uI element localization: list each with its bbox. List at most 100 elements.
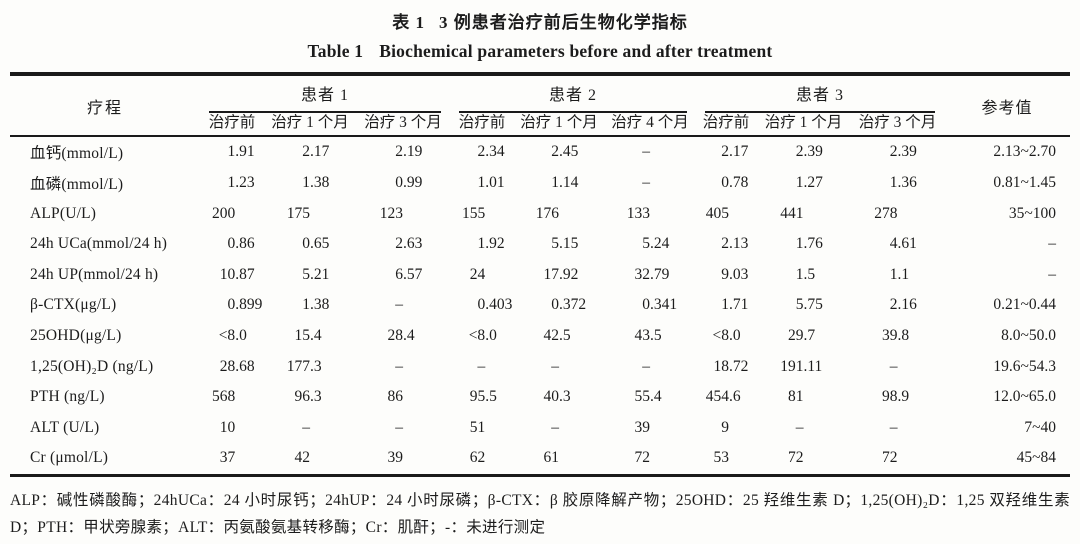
value-cell: 17.92: [514, 260, 604, 291]
value-fraction-part: .03: [729, 265, 749, 283]
value-cell: 2.13: [696, 229, 756, 260]
value-fraction-part: .13: [729, 235, 749, 253]
value-cell: 123: [356, 198, 450, 229]
value-cell: 454.6: [696, 382, 756, 413]
value-integer-part: –: [889, 357, 898, 375]
row-label: 1,25(OH)₂D (ng/L): [30, 357, 154, 375]
value-integer-part: 0: [477, 296, 486, 314]
row-label: 25OHD(μg/L): [30, 327, 122, 345]
value-cell: 1.38: [264, 290, 356, 321]
value-fraction-part: .38: [310, 296, 330, 314]
value-integer-part: 95: [469, 388, 486, 406]
value-cell: <8.0: [696, 321, 756, 352]
value-fraction-part: .86: [235, 235, 255, 253]
reference-cell: 35~100: [1008, 204, 1056, 222]
value-fraction-part: .9: [897, 388, 910, 406]
value-cell: 55.4: [604, 382, 696, 413]
value-cell: 2.34: [450, 137, 514, 168]
value-cell: 42.5: [514, 321, 604, 352]
value-fraction-part: .4: [650, 388, 662, 406]
value-cell: 177.3: [264, 351, 356, 382]
value-integer-part: 2: [551, 143, 559, 161]
value-fraction-part: .8: [897, 327, 910, 345]
value-fraction-part: .19: [403, 143, 423, 161]
value-integer-part: 96: [294, 388, 311, 406]
value-cell: 0.372: [514, 290, 604, 321]
value-integer-part: 1: [551, 174, 559, 192]
value-integer-part: 1: [889, 174, 898, 192]
value-cell: 1.91: [200, 137, 264, 168]
table-title-en: Table 1 Biochemical parameters before and…: [0, 33, 1080, 70]
row-label: 血钙(mmol/L): [30, 145, 124, 163]
value-integer-part: 1: [795, 235, 804, 253]
patient-group-label: 患者 1: [209, 75, 441, 113]
value-cell: 2.17: [264, 137, 356, 168]
value-cell: 72: [756, 443, 851, 474]
value-integer-part: 1: [721, 296, 729, 314]
value-cell: 2.63: [356, 229, 450, 260]
value-cell: 155: [450, 198, 514, 229]
value-fraction-part: .72: [729, 357, 749, 375]
row-label: 24h UCa(mmol/24 h): [30, 235, 168, 253]
value-integer-part: 2: [721, 143, 729, 161]
value-fraction-part: .17: [310, 143, 330, 161]
value-integer-part: 2: [795, 143, 804, 161]
patient-group-header: 患者 1: [200, 75, 450, 113]
value-cell: 0.403: [450, 290, 514, 321]
value-integer-part: 10: [219, 265, 236, 283]
value-integer-part: 1: [795, 174, 804, 192]
value-cell: 29.7: [756, 321, 851, 352]
value-integer-part: 24: [469, 265, 486, 283]
value-cell: 5.15: [514, 229, 604, 260]
value-fraction-part: .01: [485, 174, 505, 192]
value-cell: 9: [696, 413, 756, 444]
value-cell: 18.72: [696, 351, 756, 382]
value-cell: 1.38: [264, 168, 356, 199]
value-integer-part: 72: [882, 449, 898, 467]
value-cell: 0.65: [264, 229, 356, 260]
value-fraction-part: .0: [235, 327, 247, 345]
value-integer-part: 0: [227, 296, 236, 314]
value-integer-part: 2: [395, 235, 403, 253]
table-title-zh: 表 1 3 例患者治疗前后生物化学指标: [0, 0, 1080, 33]
value-integer-part: 1: [477, 174, 486, 192]
patient-group-label: 患者 3: [705, 75, 935, 113]
value-integer-part: 2: [302, 143, 310, 161]
value-cell: 51: [450, 413, 514, 444]
value-integer-part: 278: [874, 204, 898, 222]
reference-cell: 0.21~0.44: [993, 296, 1056, 314]
value-cell: 6.57: [356, 260, 450, 291]
row-label: ALP(U/L): [30, 204, 97, 222]
row-label: ALT (U/L): [30, 418, 100, 436]
value-fraction-part: .27: [803, 174, 823, 192]
value-fraction-part: .92: [559, 265, 579, 283]
table-number-zh: 表 1: [392, 13, 425, 32]
row-label: 血磷(mmol/L): [30, 176, 124, 194]
value-integer-part: 0: [227, 235, 236, 253]
value-cell: 24: [450, 260, 514, 291]
value-cell: 0.86: [200, 229, 264, 260]
value-cell: 5.24: [604, 229, 696, 260]
value-fraction-part: .15: [559, 235, 579, 253]
value-fraction-part: .899: [235, 296, 263, 314]
value-integer-part: 18: [713, 357, 730, 375]
value-integer-part: 568: [211, 388, 236, 406]
value-fraction-part: .0: [485, 327, 497, 345]
value-integer-part: 39: [634, 418, 651, 436]
value-cell: 72: [604, 443, 696, 474]
value-fraction-part: .76: [803, 235, 823, 253]
value-integer-part: 72: [634, 449, 651, 467]
value-integer-part: –: [477, 357, 486, 375]
value-cell: –: [450, 351, 514, 382]
value-integer-part: 405: [705, 204, 729, 222]
value-integer-part: –: [642, 174, 650, 192]
table-footnote: ALP：碱性磷酸酶；24hUCa：24 小时尿钙；24hUP：24 小时尿磷；β…: [10, 491, 1070, 536]
value-fraction-part: .6: [729, 388, 741, 406]
value-fraction-part: .1: [897, 265, 910, 283]
value-cell: –: [514, 413, 604, 444]
value-cell: 5.21: [264, 260, 356, 291]
value-cell: 2.45: [514, 137, 604, 168]
value-fraction-part: .63: [403, 235, 423, 253]
value-integer-part: –: [395, 357, 403, 375]
value-integer-part: 4: [889, 235, 898, 253]
